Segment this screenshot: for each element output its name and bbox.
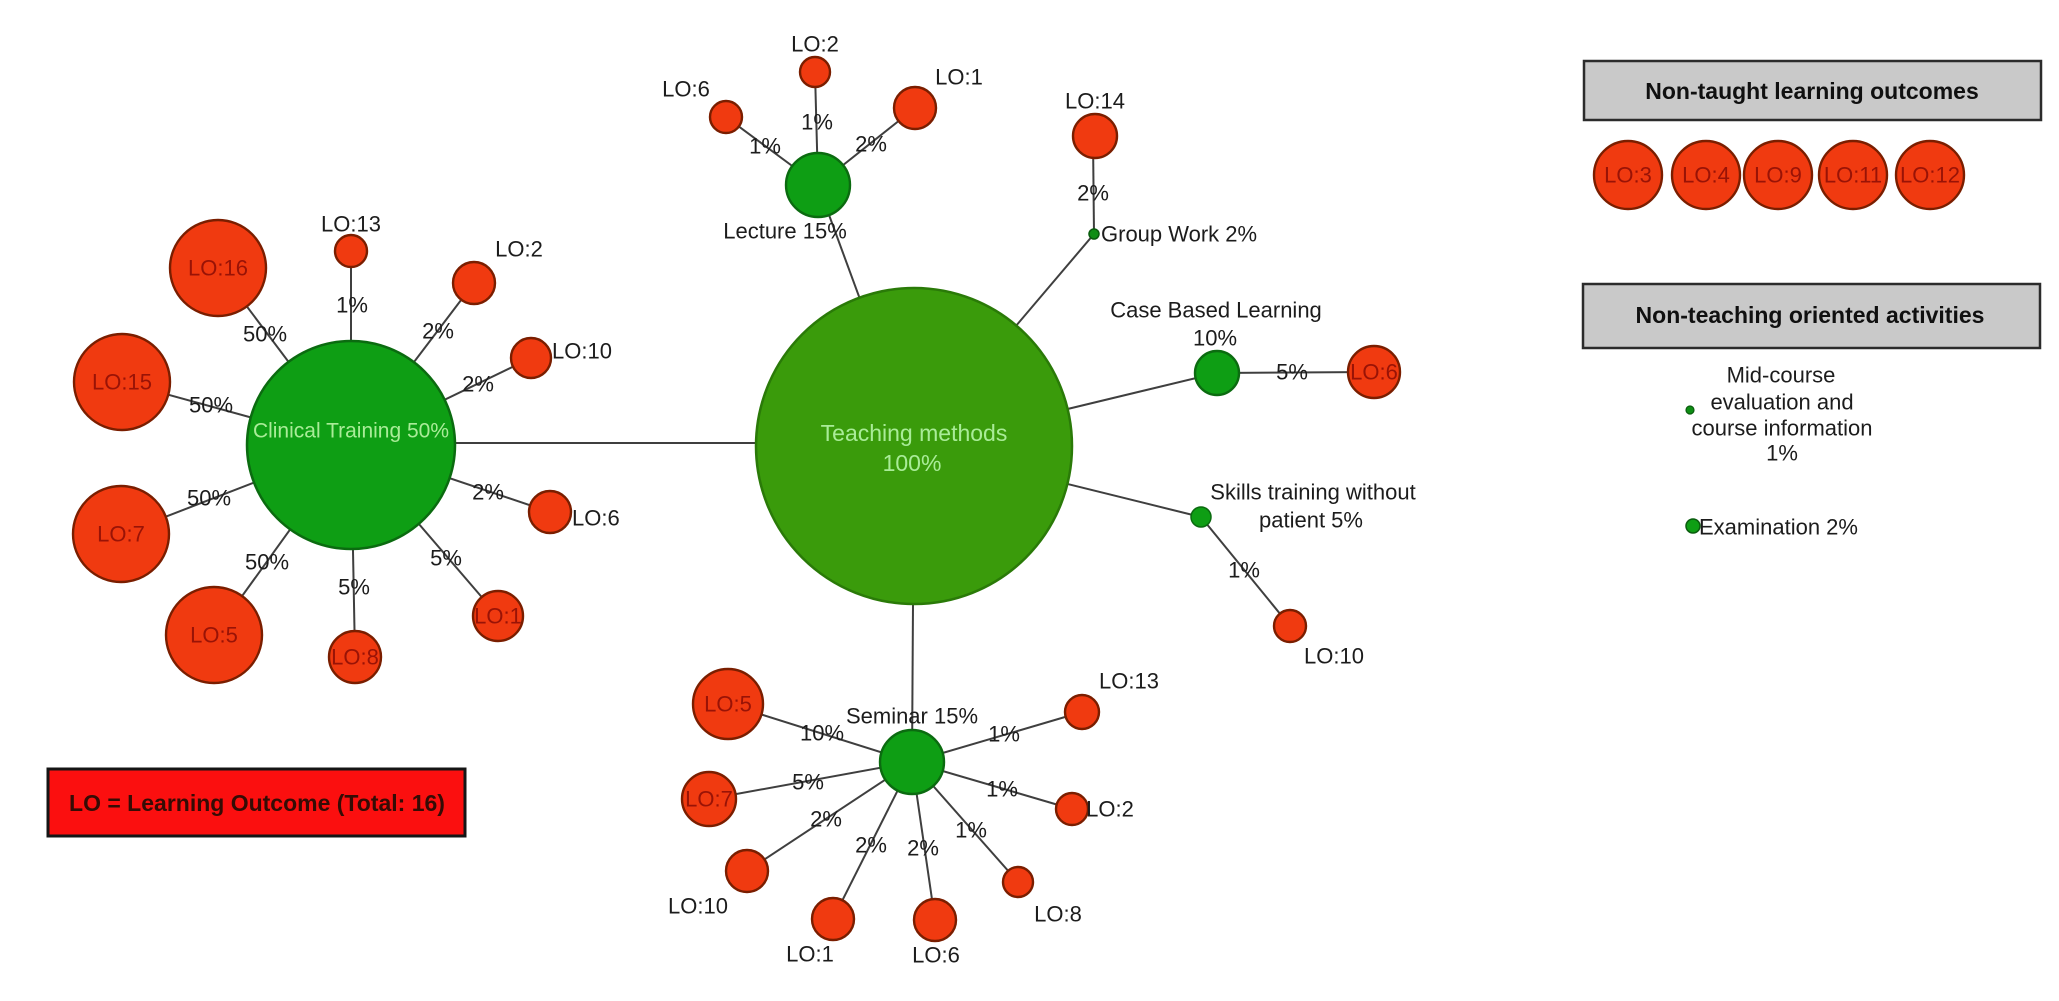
svg-text:1%: 1% xyxy=(986,777,1018,802)
svg-text:LO:9: LO:9 xyxy=(1754,163,1802,188)
svg-text:evaluation and: evaluation and xyxy=(1710,390,1853,415)
svg-text:LO:8: LO:8 xyxy=(331,645,379,670)
svg-text:LO:6: LO:6 xyxy=(572,506,620,531)
svg-text:LO:16: LO:16 xyxy=(188,256,248,281)
svg-text:LO:4: LO:4 xyxy=(1682,163,1730,188)
svg-text:LO:14: LO:14 xyxy=(1065,89,1125,114)
svg-text:10%: 10% xyxy=(800,721,844,746)
svg-text:2%: 2% xyxy=(855,132,887,157)
svg-text:50%: 50% xyxy=(189,393,233,418)
svg-text:5%: 5% xyxy=(430,546,462,571)
svg-text:LO:15: LO:15 xyxy=(92,370,152,395)
svg-text:LO:1: LO:1 xyxy=(786,942,834,967)
svg-text:LO:2: LO:2 xyxy=(495,237,543,262)
svg-text:2%: 2% xyxy=(810,807,842,832)
svg-text:LO:1: LO:1 xyxy=(935,65,983,90)
svg-text:LO = Learning Outcome (Total:: LO = Learning Outcome (Total: 16) xyxy=(69,790,445,816)
svg-text:50%: 50% xyxy=(187,486,231,511)
svg-text:LO:5: LO:5 xyxy=(190,623,238,648)
svg-text:10%: 10% xyxy=(1193,326,1237,351)
svg-text:LO:2: LO:2 xyxy=(1086,797,1134,822)
svg-text:LO:10: LO:10 xyxy=(668,894,728,919)
svg-text:1%: 1% xyxy=(1228,558,1260,583)
svg-text:LO:13: LO:13 xyxy=(1099,669,1159,694)
svg-text:100%: 100% xyxy=(883,450,942,476)
svg-text:LO:10: LO:10 xyxy=(1304,644,1364,669)
svg-text:2%: 2% xyxy=(472,480,504,505)
svg-text:LO:11: LO:11 xyxy=(1824,163,1882,188)
svg-text:Teaching methods: Teaching methods xyxy=(821,420,1008,446)
svg-text:Examination 2%: Examination 2% xyxy=(1699,515,1858,540)
svg-text:course information: course information xyxy=(1692,416,1873,441)
svg-text:1%: 1% xyxy=(801,110,833,135)
svg-text:2%: 2% xyxy=(855,833,887,858)
svg-text:patient 5%: patient 5% xyxy=(1259,508,1363,533)
svg-text:LO:6: LO:6 xyxy=(662,77,710,102)
svg-text:1%: 1% xyxy=(336,293,368,318)
svg-text:50%: 50% xyxy=(245,550,289,575)
svg-text:Non-teaching oriented activiti: Non-teaching oriented activities xyxy=(1636,302,1985,328)
svg-text:2%: 2% xyxy=(422,319,454,344)
svg-text:2%: 2% xyxy=(1077,181,1109,206)
svg-text:Mid-course: Mid-course xyxy=(1727,363,1836,388)
svg-text:Case Based Learning: Case Based Learning xyxy=(1110,298,1322,323)
svg-text:LO:5: LO:5 xyxy=(704,692,752,717)
svg-text:LO:8: LO:8 xyxy=(1034,902,1082,927)
svg-text:Lecture 15%: Lecture 15% xyxy=(723,219,847,244)
svg-text:LO:10: LO:10 xyxy=(552,339,612,364)
svg-text:LO:7: LO:7 xyxy=(685,787,733,812)
svg-text:Clinical Training 50%: Clinical Training 50% xyxy=(253,419,449,442)
svg-text:Non-taught learning outcomes: Non-taught learning outcomes xyxy=(1645,78,1979,104)
svg-text:1%: 1% xyxy=(749,134,781,159)
svg-text:2%: 2% xyxy=(462,372,494,397)
svg-text:5%: 5% xyxy=(338,575,370,600)
svg-text:1%: 1% xyxy=(1766,441,1798,466)
svg-text:Skills training without: Skills training without xyxy=(1210,480,1415,505)
svg-text:LO:2: LO:2 xyxy=(791,32,839,57)
svg-text:LO:7: LO:7 xyxy=(97,522,145,547)
svg-text:1%: 1% xyxy=(955,818,987,843)
svg-text:LO:12: LO:12 xyxy=(1900,163,1960,188)
svg-text:Group Work 2%: Group Work 2% xyxy=(1101,222,1257,247)
svg-text:LO:13: LO:13 xyxy=(321,212,381,237)
svg-text:1%: 1% xyxy=(988,722,1020,747)
svg-text:LO:6: LO:6 xyxy=(912,943,960,968)
svg-text:2%: 2% xyxy=(907,836,939,861)
svg-text:LO:6: LO:6 xyxy=(1350,360,1398,385)
svg-text:50%: 50% xyxy=(243,322,287,347)
svg-text:5%: 5% xyxy=(1276,360,1308,385)
svg-text:LO:1: LO:1 xyxy=(474,604,522,629)
svg-text:5%: 5% xyxy=(792,770,824,795)
svg-text:Seminar 15%: Seminar 15% xyxy=(846,704,978,729)
svg-text:LO:3: LO:3 xyxy=(1604,163,1652,188)
